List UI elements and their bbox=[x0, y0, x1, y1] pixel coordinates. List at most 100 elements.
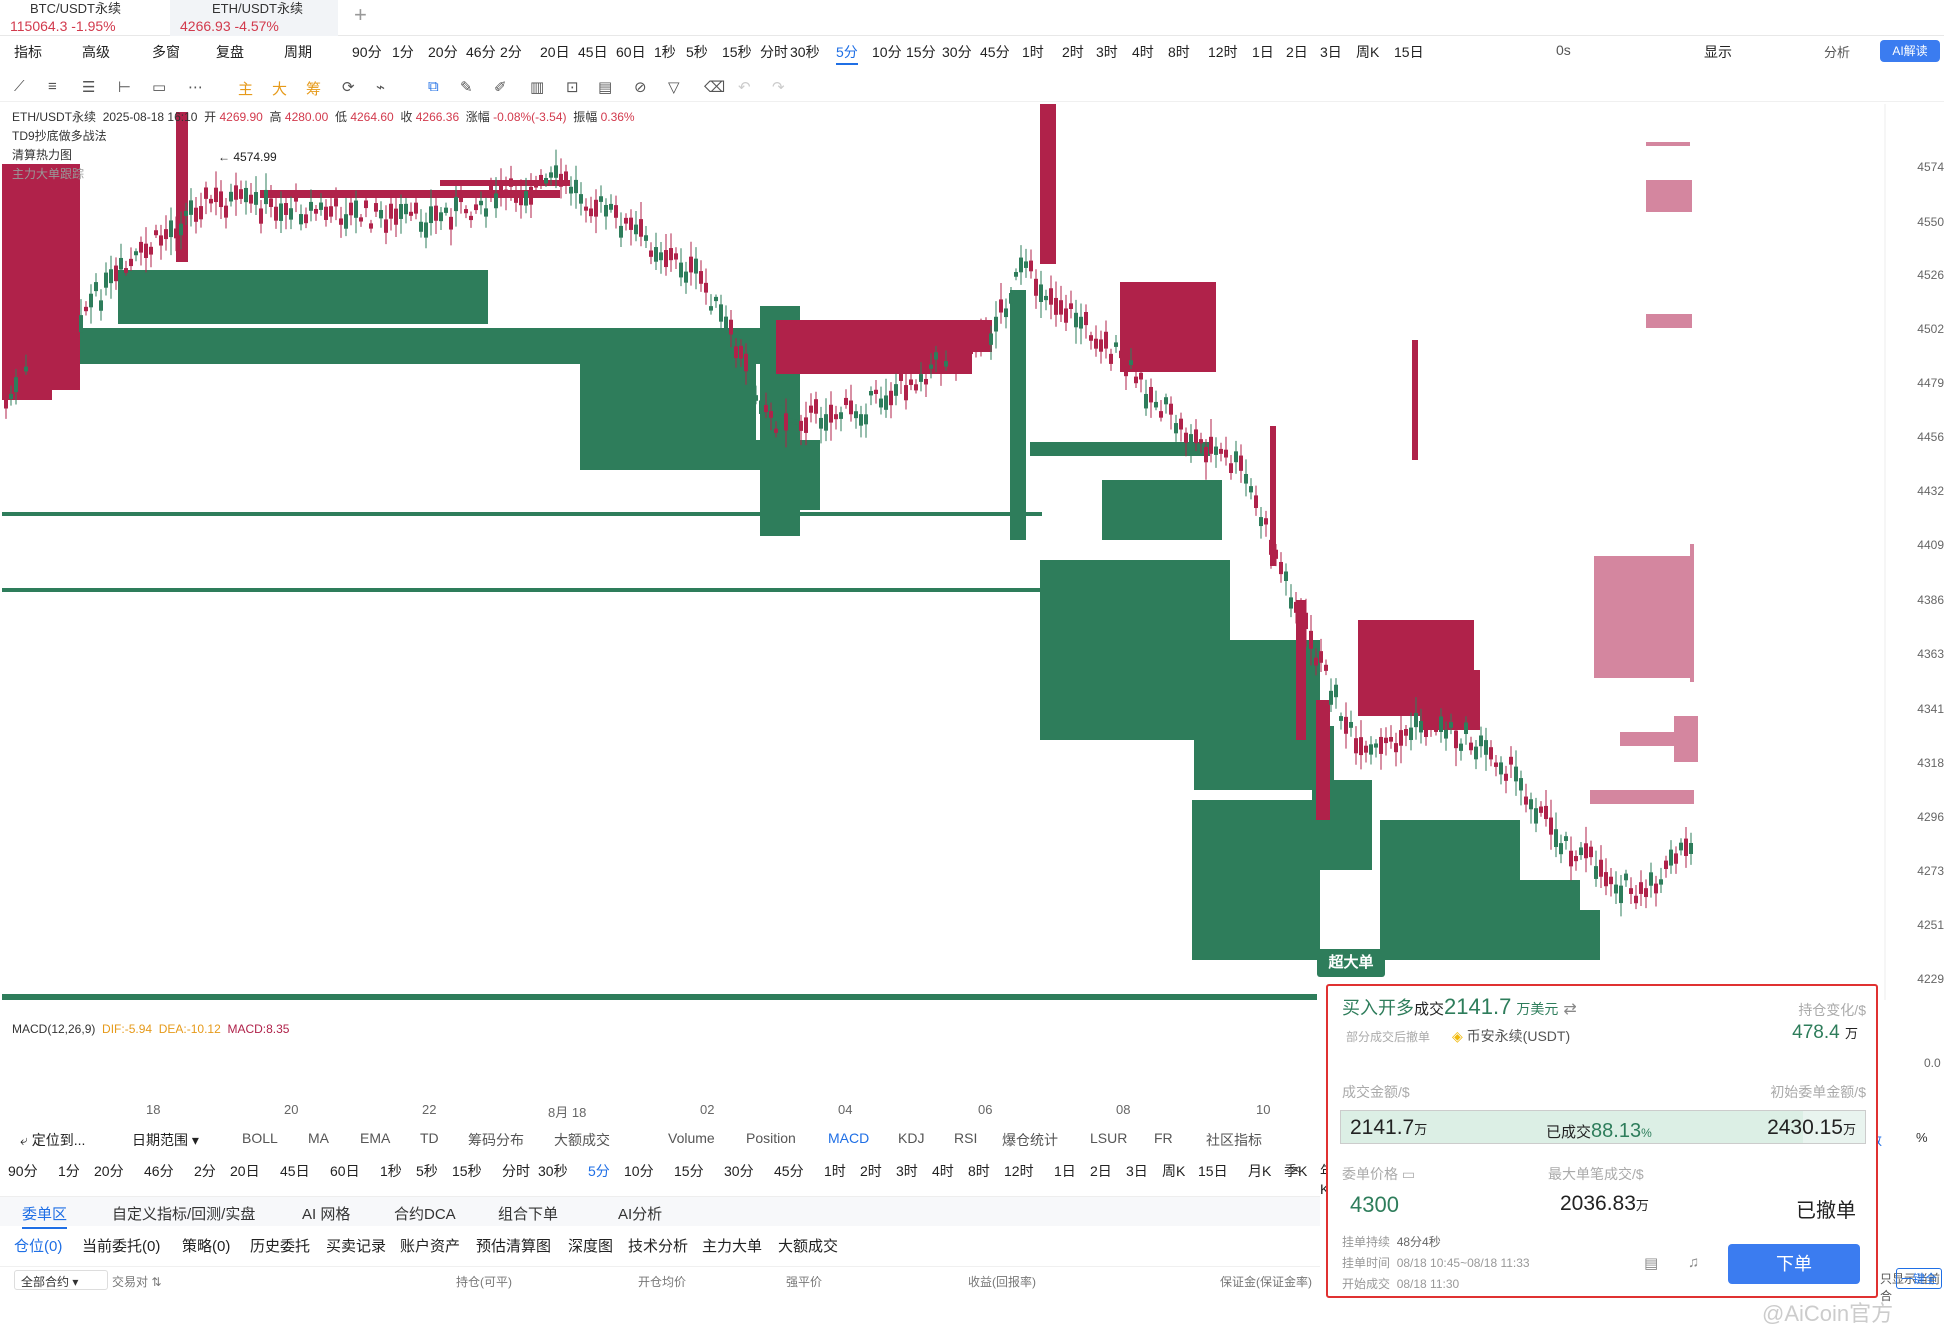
position-tab-4[interactable]: 买卖记录 bbox=[326, 1238, 387, 1255]
period-9[interactable]: 5秒 bbox=[416, 1163, 438, 1179]
period-10[interactable]: 15秒 bbox=[452, 1163, 482, 1179]
swap-icon[interactable]: ⇄ bbox=[1563, 1001, 1577, 1018]
period-11[interactable]: 分时 bbox=[502, 1163, 530, 1179]
magnet-icon[interactable]: ⌁ bbox=[376, 79, 386, 96]
toolbar-item-27[interactable]: 8时 bbox=[1168, 44, 1190, 60]
period-0[interactable]: 90分 bbox=[8, 1163, 38, 1179]
period-22[interactable]: 8时 bbox=[968, 1163, 990, 1179]
period-19[interactable]: 2时 bbox=[860, 1163, 882, 1179]
toolbar-item-16[interactable]: 分时 bbox=[760, 44, 788, 60]
toolbar-item-17[interactable]: 30秒 bbox=[790, 44, 820, 60]
toolbar-item-3[interactable]: 复盘 bbox=[216, 44, 244, 60]
indicator-7[interactable]: Position bbox=[746, 1130, 796, 1146]
position-tab-7[interactable]: 深度图 bbox=[568, 1238, 614, 1255]
period-18[interactable]: 1时 bbox=[824, 1163, 846, 1179]
period-28[interactable]: 15日 bbox=[1198, 1163, 1228, 1179]
tab-btc[interactable]: BTC/USDT永续 115064.3 -1.95% bbox=[0, 0, 168, 36]
one-click-button[interactable]: 一键全 bbox=[1896, 1268, 1943, 1289]
indicator-4[interactable]: 筹码分布 bbox=[468, 1132, 524, 1148]
period-15[interactable]: 15分 bbox=[674, 1163, 704, 1179]
bottom-tab-1[interactable]: 自定义指标/回测/实盘 bbox=[112, 1206, 256, 1223]
contract-filter-select[interactable]: 全部合约 ▾ bbox=[14, 1270, 108, 1290]
position-tab-6[interactable]: 预估清算图 bbox=[476, 1238, 552, 1255]
period-20[interactable]: 3时 bbox=[896, 1163, 918, 1179]
display-button[interactable]: 显示 bbox=[1704, 44, 1732, 60]
add-tab-icon[interactable]: + bbox=[354, 2, 367, 27]
toolbar-item-29[interactable]: 1日 bbox=[1252, 44, 1274, 60]
period-8[interactable]: 1秒 bbox=[380, 1163, 402, 1179]
toolbar-item-26[interactable]: 4时 bbox=[1132, 44, 1154, 60]
toolbar-item-31[interactable]: 3日 bbox=[1320, 44, 1342, 60]
period-26[interactable]: 3日 bbox=[1126, 1163, 1148, 1179]
toolbar-item-9[interactable]: 2分 bbox=[500, 44, 522, 60]
lock-icon[interactable]: ⊡ bbox=[566, 79, 579, 96]
toolbar-item-11[interactable]: 45日 bbox=[578, 44, 608, 60]
position-tab-2[interactable]: 策略(0) bbox=[182, 1238, 231, 1255]
toolbar-item-24[interactable]: 2时 bbox=[1062, 44, 1084, 60]
locate-button[interactable]: ⤶ 定位到... bbox=[20, 1132, 86, 1148]
position-tab-9[interactable]: 主力大单 bbox=[702, 1238, 763, 1255]
period-27[interactable]: 周K bbox=[1162, 1163, 1186, 1179]
undo-icon[interactable]: ↶ bbox=[738, 79, 751, 96]
toolbar-item-12[interactable]: 60日 bbox=[616, 44, 646, 60]
price-chart[interactable] bbox=[0, 104, 1944, 1004]
parallel-tool-icon[interactable]: ≡ bbox=[48, 78, 57, 95]
period-7[interactable]: 60日 bbox=[330, 1163, 360, 1179]
position-tab-0[interactable]: 仓位(0) bbox=[14, 1238, 63, 1255]
hline-tool-icon[interactable]: ☰ bbox=[82, 79, 96, 96]
toolbar-item-10[interactable]: 20日 bbox=[540, 44, 570, 60]
indicator-12[interactable]: LSUR bbox=[1090, 1130, 1128, 1146]
period-4[interactable]: 2分 bbox=[194, 1163, 216, 1179]
period-24[interactable]: 1日 bbox=[1054, 1163, 1076, 1179]
copy-icon[interactable]: ⧉ bbox=[428, 78, 439, 95]
legend-liq[interactable]: 清算热力图 bbox=[12, 148, 73, 162]
bottom-tab-4[interactable]: 组合下单 bbox=[498, 1206, 559, 1223]
toolbar-item-30[interactable]: 2日 bbox=[1286, 44, 1308, 60]
toolbar-item-13[interactable]: 1秒 bbox=[654, 44, 676, 60]
note-icon[interactable]: ▤ bbox=[598, 79, 613, 96]
indicator-0[interactable]: BOLL bbox=[242, 1130, 278, 1146]
toolbar-item-25[interactable]: 3时 bbox=[1096, 44, 1118, 60]
period-14[interactable]: 10分 bbox=[624, 1163, 654, 1179]
period-3[interactable]: 46分 bbox=[144, 1163, 174, 1179]
indicator-14[interactable]: 社区指标 bbox=[1206, 1132, 1262, 1148]
sync-icon[interactable]: ⟳ bbox=[342, 79, 355, 96]
indicator-5[interactable]: 大额成交 bbox=[554, 1132, 610, 1148]
toolbar-item-23[interactable]: 1时 bbox=[1022, 44, 1044, 60]
toolbar-item-14[interactable]: 5秒 bbox=[686, 44, 708, 60]
big-order-icon[interactable]: 大 bbox=[272, 81, 288, 98]
toolbar-item-2[interactable]: 多窗 bbox=[152, 44, 180, 60]
period-25[interactable]: 2日 bbox=[1090, 1163, 1112, 1179]
indicator-3[interactable]: TD bbox=[420, 1130, 439, 1146]
period-2[interactable]: 20分 bbox=[94, 1163, 124, 1179]
toolbar-item-22[interactable]: 45分 bbox=[980, 44, 1010, 60]
pen-icon[interactable]: ✐ bbox=[494, 79, 507, 96]
indicator-2[interactable]: EMA bbox=[360, 1130, 391, 1146]
position-tab-3[interactable]: 历史委托 bbox=[250, 1238, 311, 1255]
toolbar-item-20[interactable]: 15分 bbox=[906, 44, 936, 60]
toolbar-item-1[interactable]: 高级 bbox=[82, 44, 110, 60]
bottom-tab-2[interactable]: AI 网格 bbox=[302, 1206, 351, 1223]
line-tool-icon[interactable]: ⟋ bbox=[14, 78, 25, 95]
percent-toggle[interactable]: % bbox=[1916, 1130, 1928, 1145]
ai-button[interactable]: AI解读 bbox=[1880, 40, 1940, 62]
period-29[interactable]: 月K bbox=[1248, 1163, 1272, 1179]
period-5[interactable]: 20日 bbox=[230, 1163, 260, 1179]
more-tool-icon[interactable]: ⋯ bbox=[188, 79, 203, 96]
indicator-9[interactable]: KDJ bbox=[898, 1130, 925, 1146]
period-30[interactable]: 季K bbox=[1284, 1163, 1308, 1179]
position-tab-5[interactable]: 账户资产 bbox=[400, 1238, 461, 1255]
indicator-1[interactable]: MA bbox=[308, 1130, 329, 1146]
period-21[interactable]: 4时 bbox=[932, 1163, 954, 1179]
indicator-13[interactable]: FR bbox=[1154, 1130, 1173, 1146]
toolbar-item-7[interactable]: 20分 bbox=[428, 44, 458, 60]
ray-tool-icon[interactable]: ⊢ bbox=[118, 79, 132, 96]
indicator-10[interactable]: RSI bbox=[954, 1130, 978, 1146]
redo-icon[interactable]: ↷ bbox=[772, 79, 785, 96]
analysis-button[interactable]: 分析 bbox=[1824, 45, 1851, 60]
legend-main[interactable]: 主力大单跟踪 bbox=[12, 167, 85, 181]
toolbar-item-21[interactable]: 30分 bbox=[942, 44, 972, 60]
calc-icon[interactable]: ▤ bbox=[1644, 1255, 1659, 1272]
trash-icon[interactable]: ⌫ bbox=[704, 79, 726, 96]
period-12[interactable]: 30秒 bbox=[538, 1163, 568, 1179]
